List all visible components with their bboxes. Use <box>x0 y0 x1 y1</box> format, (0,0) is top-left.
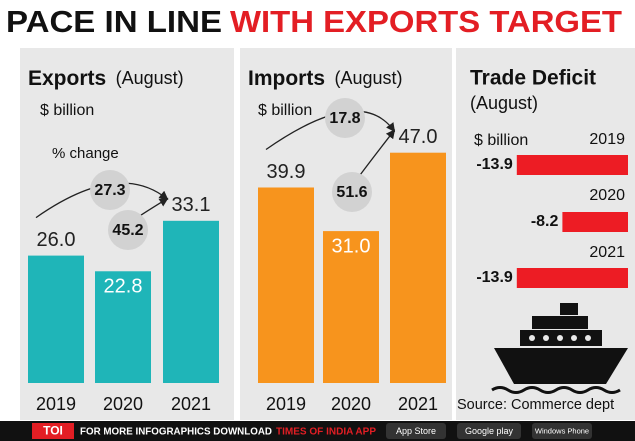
change-label: 27.3 <box>94 182 125 199</box>
bar <box>562 212 628 232</box>
x-tick-label: 2021 <box>171 394 211 414</box>
x-tick-label: 2020 <box>103 394 143 414</box>
value-label: -13.9 <box>476 269 513 286</box>
value-label: 26.0 <box>37 229 76 251</box>
bar <box>28 255 84 383</box>
ship-icon <box>491 303 628 394</box>
store-label[interactable]: App Store <box>396 426 436 436</box>
brand: TOI <box>43 424 63 438</box>
x-tick-label: 2019 <box>266 394 306 414</box>
chart-heading: Exports (August) <box>28 67 184 90</box>
change-label: 51.6 <box>336 184 367 201</box>
value-label: 22.8 <box>104 276 143 298</box>
bar <box>390 152 446 383</box>
title-left: PACE IN LINE <box>6 4 222 39</box>
x-tick-label: 2020 <box>331 394 371 414</box>
change-bubble <box>325 98 365 138</box>
chart-heading: Imports (August) <box>248 67 403 90</box>
bar <box>516 268 628 288</box>
store-label[interactable]: Google play <box>465 426 514 436</box>
unit-label: $ billion <box>40 102 94 119</box>
bar <box>95 271 151 383</box>
bar <box>516 155 628 175</box>
value-label: 39.9 <box>267 161 306 183</box>
unit-label: $ billion <box>474 132 528 149</box>
bar <box>163 220 219 383</box>
y-tick-label: 2021 <box>589 244 625 261</box>
bar <box>258 187 314 383</box>
store-badge[interactable] <box>532 423 592 439</box>
chart-subtitle: (August) <box>470 93 538 113</box>
value-label: 47.0 <box>399 126 438 148</box>
footer-text: FOR MORE INFOGRAPHICS DOWNLOAD <box>80 425 272 437</box>
footer-app: TIMES OF INDIA APP <box>276 425 376 437</box>
value-label: 33.1 <box>172 194 211 216</box>
chart-subtitle: (August) <box>116 68 184 88</box>
change-label: % change <box>52 145 119 162</box>
change-label: 17.8 <box>329 110 360 127</box>
value-label: 31.0 <box>332 235 371 257</box>
value-label: -13.9 <box>476 156 513 173</box>
title-right: WITH EXPORTS TARGET <box>230 4 622 39</box>
brand-box <box>32 423 74 439</box>
y-tick-label: 2019 <box>589 131 625 148</box>
store-badge[interactable] <box>386 423 446 439</box>
chart-subtitle: (August) <box>334 68 402 88</box>
source: Source: Commerce dept <box>457 397 614 413</box>
chart-title: Trade Deficit <box>470 67 596 90</box>
store-label[interactable]: Windows Phone <box>535 426 589 435</box>
unit-label: $ billion <box>258 102 312 119</box>
chart-title: Imports <box>248 67 325 90</box>
change-label: 45.2 <box>112 222 143 239</box>
x-tick-label: 2019 <box>36 394 76 414</box>
change-bubble <box>332 172 372 212</box>
x-tick-label: 2021 <box>398 394 438 414</box>
change-bubble <box>90 170 130 210</box>
store-badge[interactable] <box>457 423 521 439</box>
change-bubble <box>108 210 148 250</box>
chart-title: Exports <box>28 67 106 90</box>
y-tick-label: 2020 <box>589 187 625 204</box>
value-label: -8.2 <box>531 213 559 230</box>
bar <box>323 231 379 383</box>
